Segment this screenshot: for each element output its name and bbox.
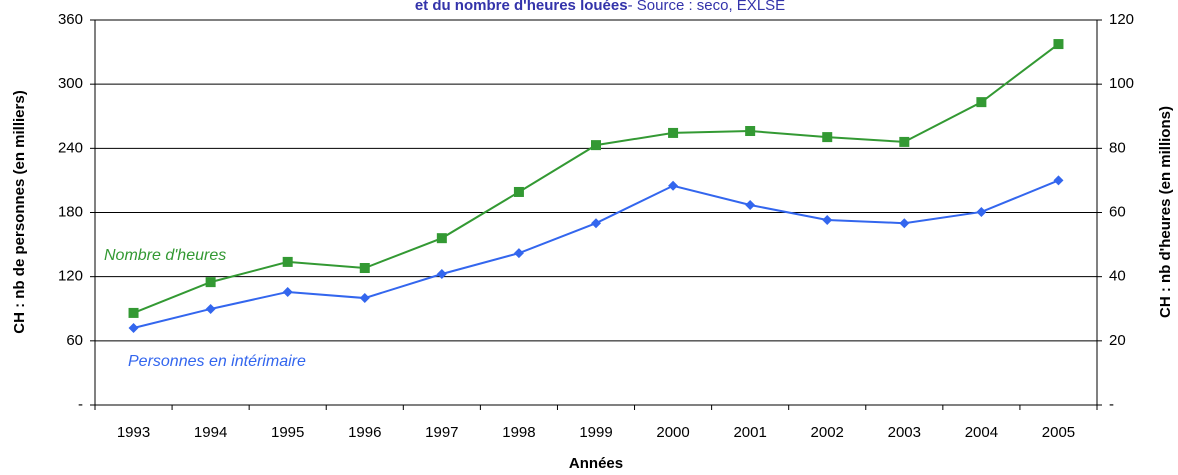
y-tick-label: 120	[58, 268, 83, 285]
marker	[668, 127, 679, 138]
y2-tick-label: 40	[1109, 268, 1126, 285]
marker	[282, 256, 293, 267]
marker	[591, 140, 601, 151]
y2-tick-label: 120	[1109, 11, 1134, 28]
marker	[745, 200, 756, 211]
marker	[359, 293, 370, 304]
marker	[668, 180, 679, 191]
marker	[745, 126, 756, 137]
marker	[205, 277, 216, 288]
marker	[513, 248, 524, 259]
marker	[899, 218, 910, 229]
y2-axis-label: CH : nb d'heures (en millions)	[1157, 106, 1174, 318]
x-tick-label: 2004	[965, 424, 998, 441]
x-tick-label: 2001	[733, 424, 766, 441]
x-axis-label: Années	[569, 455, 623, 472]
y-tick-label: 240	[58, 139, 83, 156]
x-tick-label: 2003	[888, 424, 921, 441]
y2-tick-label: -	[1109, 396, 1114, 413]
x-tick-label: 1994	[194, 424, 227, 441]
x-tick-label: 2005	[1042, 424, 1075, 441]
subtitle: - Source : seco, EXLSE	[628, 0, 786, 14]
marker	[822, 214, 833, 225]
marker	[822, 132, 833, 143]
marker	[128, 307, 139, 318]
x-tick-label: 1993	[117, 424, 150, 441]
marker	[359, 263, 370, 274]
marker	[1053, 175, 1064, 186]
marker	[282, 286, 293, 297]
y2-tick-label: 60	[1109, 203, 1126, 220]
y-tick-label: 60	[66, 332, 83, 349]
chart-title: et du nombre d'heures louées- Source : s…	[415, 0, 785, 14]
x-tick-label: 1995	[271, 424, 304, 441]
marker	[899, 136, 910, 147]
x-tick-label: 1998	[502, 424, 535, 441]
marker	[128, 323, 139, 333]
x-tick-label: 1996	[348, 424, 381, 441]
marker	[1053, 39, 1064, 50]
y-tick-label: 300	[58, 75, 83, 92]
marker	[436, 233, 447, 244]
series-label: Nombre d'heures	[104, 247, 226, 264]
x-tick-label: 1999	[579, 424, 612, 441]
y-tick-label: 360	[58, 11, 83, 28]
y2-tick-label: 100	[1109, 75, 1134, 92]
marker	[591, 218, 601, 229]
y2-tick-label: 80	[1109, 139, 1126, 156]
title: et du nombre d'heures louées	[415, 0, 628, 14]
series-line	[133, 179, 1059, 329]
y-tick-label: -	[78, 396, 83, 413]
y-tick-label: 180	[58, 203, 83, 220]
marker	[436, 268, 447, 279]
x-tick-label: 1997	[425, 424, 458, 441]
marker	[205, 303, 216, 314]
marker	[976, 206, 987, 217]
x-tick-label: 2000	[656, 424, 689, 441]
x-tick-label: 2002	[811, 424, 844, 441]
marker	[976, 97, 987, 108]
y-axis-label: CH : nb de personnes (en milliers)	[11, 90, 28, 333]
series-label: Personnes en intérimaire	[128, 353, 306, 370]
y2-tick-label: 20	[1109, 332, 1126, 349]
marker	[513, 186, 524, 197]
